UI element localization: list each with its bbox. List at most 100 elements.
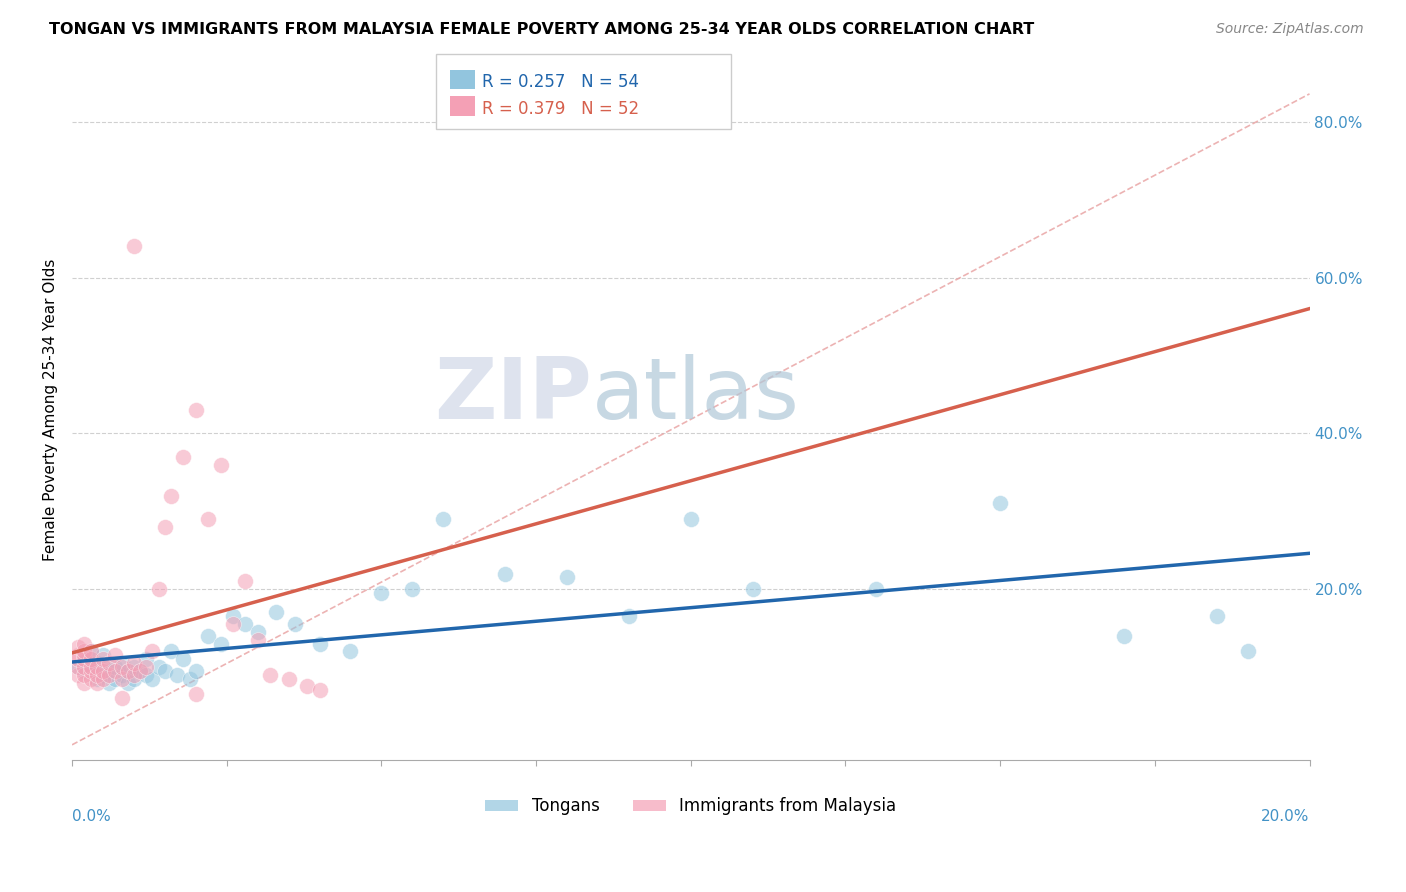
Point	[67, 640, 90, 655]
Point	[160, 489, 183, 503]
Point	[79, 660, 101, 674]
Point	[91, 672, 114, 686]
Point	[264, 606, 287, 620]
Point	[67, 652, 90, 666]
Point	[166, 667, 188, 681]
Text: 20.0%: 20.0%	[1261, 809, 1309, 824]
Point	[79, 652, 101, 666]
Point	[617, 609, 640, 624]
Point	[73, 675, 96, 690]
Point	[73, 667, 96, 681]
Legend: Tongans, Immigrants from Malaysia: Tongans, Immigrants from Malaysia	[478, 791, 903, 822]
Point	[73, 648, 96, 663]
Point	[91, 652, 114, 666]
Point	[339, 644, 361, 658]
Point	[295, 680, 318, 694]
Point	[432, 512, 454, 526]
Point	[222, 617, 245, 632]
Point	[67, 648, 90, 663]
Point	[110, 656, 132, 670]
Text: Source: ZipAtlas.com: Source: ZipAtlas.com	[1216, 22, 1364, 37]
Point	[148, 582, 170, 596]
Text: ZIP: ZIP	[434, 354, 592, 437]
Point	[91, 664, 114, 678]
Point	[246, 624, 269, 639]
Point	[104, 660, 127, 674]
Point	[172, 652, 194, 666]
Point	[259, 667, 281, 681]
Point	[370, 586, 392, 600]
Point	[122, 667, 145, 681]
Point	[104, 672, 127, 686]
Point	[209, 637, 232, 651]
Point	[86, 675, 108, 690]
Text: 0.0%: 0.0%	[72, 809, 111, 824]
Point	[79, 644, 101, 658]
Point	[98, 675, 121, 690]
Point	[308, 637, 330, 651]
Point	[110, 660, 132, 674]
Point	[91, 648, 114, 663]
Point	[1236, 644, 1258, 658]
Point	[555, 570, 578, 584]
Point	[86, 667, 108, 681]
Point	[135, 667, 157, 681]
Point	[494, 566, 516, 581]
Point	[153, 520, 176, 534]
Point	[308, 683, 330, 698]
Point	[184, 687, 207, 701]
Point	[117, 664, 139, 678]
Point	[91, 660, 114, 674]
Point	[197, 512, 219, 526]
Point	[110, 691, 132, 706]
Point	[184, 664, 207, 678]
Point	[233, 574, 256, 589]
Point	[73, 648, 96, 663]
Text: TONGAN VS IMMIGRANTS FROM MALAYSIA FEMALE POVERTY AMONG 25-34 YEAR OLDS CORRELAT: TONGAN VS IMMIGRANTS FROM MALAYSIA FEMAL…	[49, 22, 1035, 37]
Point	[104, 648, 127, 663]
Point	[73, 660, 96, 674]
Point	[73, 664, 96, 678]
Point	[110, 667, 132, 681]
Point	[79, 660, 101, 674]
Point	[741, 582, 763, 596]
Point	[86, 672, 108, 686]
Point	[79, 672, 101, 686]
Point	[79, 652, 101, 666]
Point	[141, 644, 163, 658]
Point	[284, 617, 307, 632]
Point	[98, 664, 121, 678]
Point	[153, 664, 176, 678]
Point	[104, 664, 127, 678]
Point	[233, 617, 256, 632]
Point	[129, 664, 152, 678]
Point	[179, 672, 201, 686]
Point	[79, 664, 101, 678]
Text: R = 0.379   N = 52: R = 0.379 N = 52	[482, 100, 640, 118]
Point	[73, 652, 96, 666]
Point	[73, 637, 96, 651]
Point	[129, 664, 152, 678]
Point	[209, 458, 232, 472]
Point	[277, 672, 299, 686]
Point	[222, 609, 245, 624]
Point	[98, 656, 121, 670]
Point	[98, 667, 121, 681]
Text: atlas: atlas	[592, 354, 800, 437]
Point	[246, 632, 269, 647]
Point	[67, 660, 90, 674]
Point	[91, 667, 114, 681]
Point	[172, 450, 194, 464]
Point	[110, 672, 132, 686]
Point	[67, 660, 90, 674]
Point	[135, 652, 157, 666]
Point	[197, 629, 219, 643]
Point	[401, 582, 423, 596]
Point	[1205, 609, 1227, 624]
Point	[1112, 629, 1135, 643]
Point	[141, 672, 163, 686]
Point	[86, 660, 108, 674]
Point	[148, 660, 170, 674]
Point	[117, 664, 139, 678]
Point	[184, 403, 207, 417]
